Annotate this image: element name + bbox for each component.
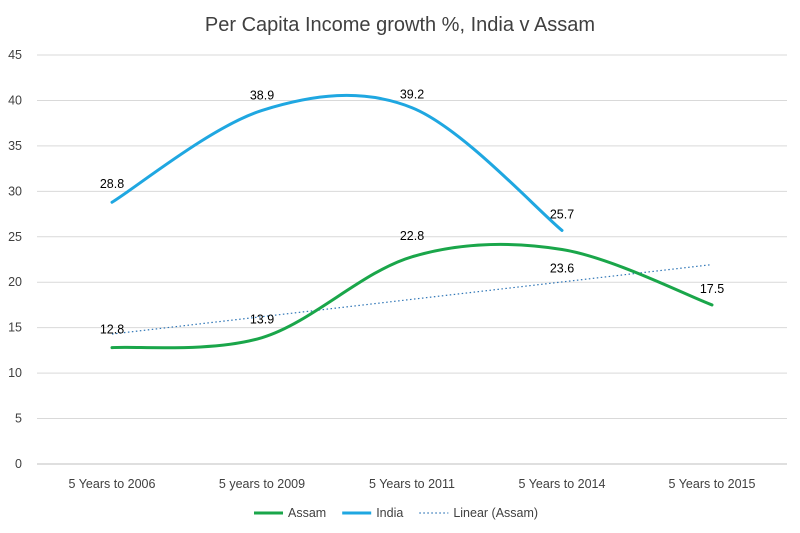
- data-label-assam: 13.9: [250, 313, 274, 327]
- x-tick-label: 5 Years to 2011: [369, 477, 455, 491]
- trendline-linear-assam: [111, 263, 713, 335]
- data-labels: 12.8 13.9 22.8 23.6 17.5 28.8 38.9 39.2 25.7: [100, 88, 724, 337]
- data-label-assam: 17.5: [700, 282, 724, 296]
- trendline-layer: [111, 263, 713, 335]
- y-tick-label: 25: [8, 230, 22, 244]
- y-tick-label: 10: [8, 366, 22, 380]
- data-label-india: 38.9: [250, 88, 274, 102]
- data-label-india: 25.7: [550, 207, 574, 221]
- y-tick-label: 45: [8, 48, 22, 62]
- y-tick-label: 15: [8, 321, 22, 335]
- legend-label: India: [376, 506, 403, 520]
- series-line-assam: [110, 242, 714, 350]
- y-tick-label: 30: [8, 184, 22, 198]
- chart-title: Per Capita Income growth %, India v Assa…: [205, 14, 595, 36]
- x-axis-tick-labels: 5 Years to 2006 5 years to 2009 5 Years to…: [69, 477, 756, 491]
- gridlines: [37, 54, 787, 465]
- x-tick-label: 5 Years to 2015: [669, 477, 756, 491]
- x-tick-label: 5 Years to 2006: [69, 477, 156, 491]
- data-label-india: 28.8: [100, 177, 124, 191]
- y-tick-label: 0: [15, 457, 22, 471]
- legend-label: Assam: [288, 506, 326, 520]
- legend-label: Linear (Assam): [453, 506, 538, 520]
- y-tick-label: 40: [8, 93, 22, 107]
- y-tick-label: 5: [15, 412, 22, 426]
- x-tick-label: 5 years to 2009: [219, 477, 305, 491]
- x-tick-label: 5 Years to 2014: [519, 477, 606, 491]
- data-label-assam: 12.8: [100, 323, 124, 337]
- data-label-assam: 22.8: [400, 229, 424, 243]
- y-tick-label: 35: [8, 139, 22, 153]
- y-axis-tick-labels: 0 5 10 15 20 25 30 35 40 45: [8, 48, 22, 471]
- series-line-india: [110, 93, 564, 232]
- legend: Assam India Linear (Assam): [254, 506, 538, 520]
- y-tick-label: 20: [8, 275, 22, 289]
- data-label-assam: 23.6: [550, 262, 574, 276]
- data-label-india: 39.2: [400, 88, 424, 102]
- series-lines: [110, 93, 714, 350]
